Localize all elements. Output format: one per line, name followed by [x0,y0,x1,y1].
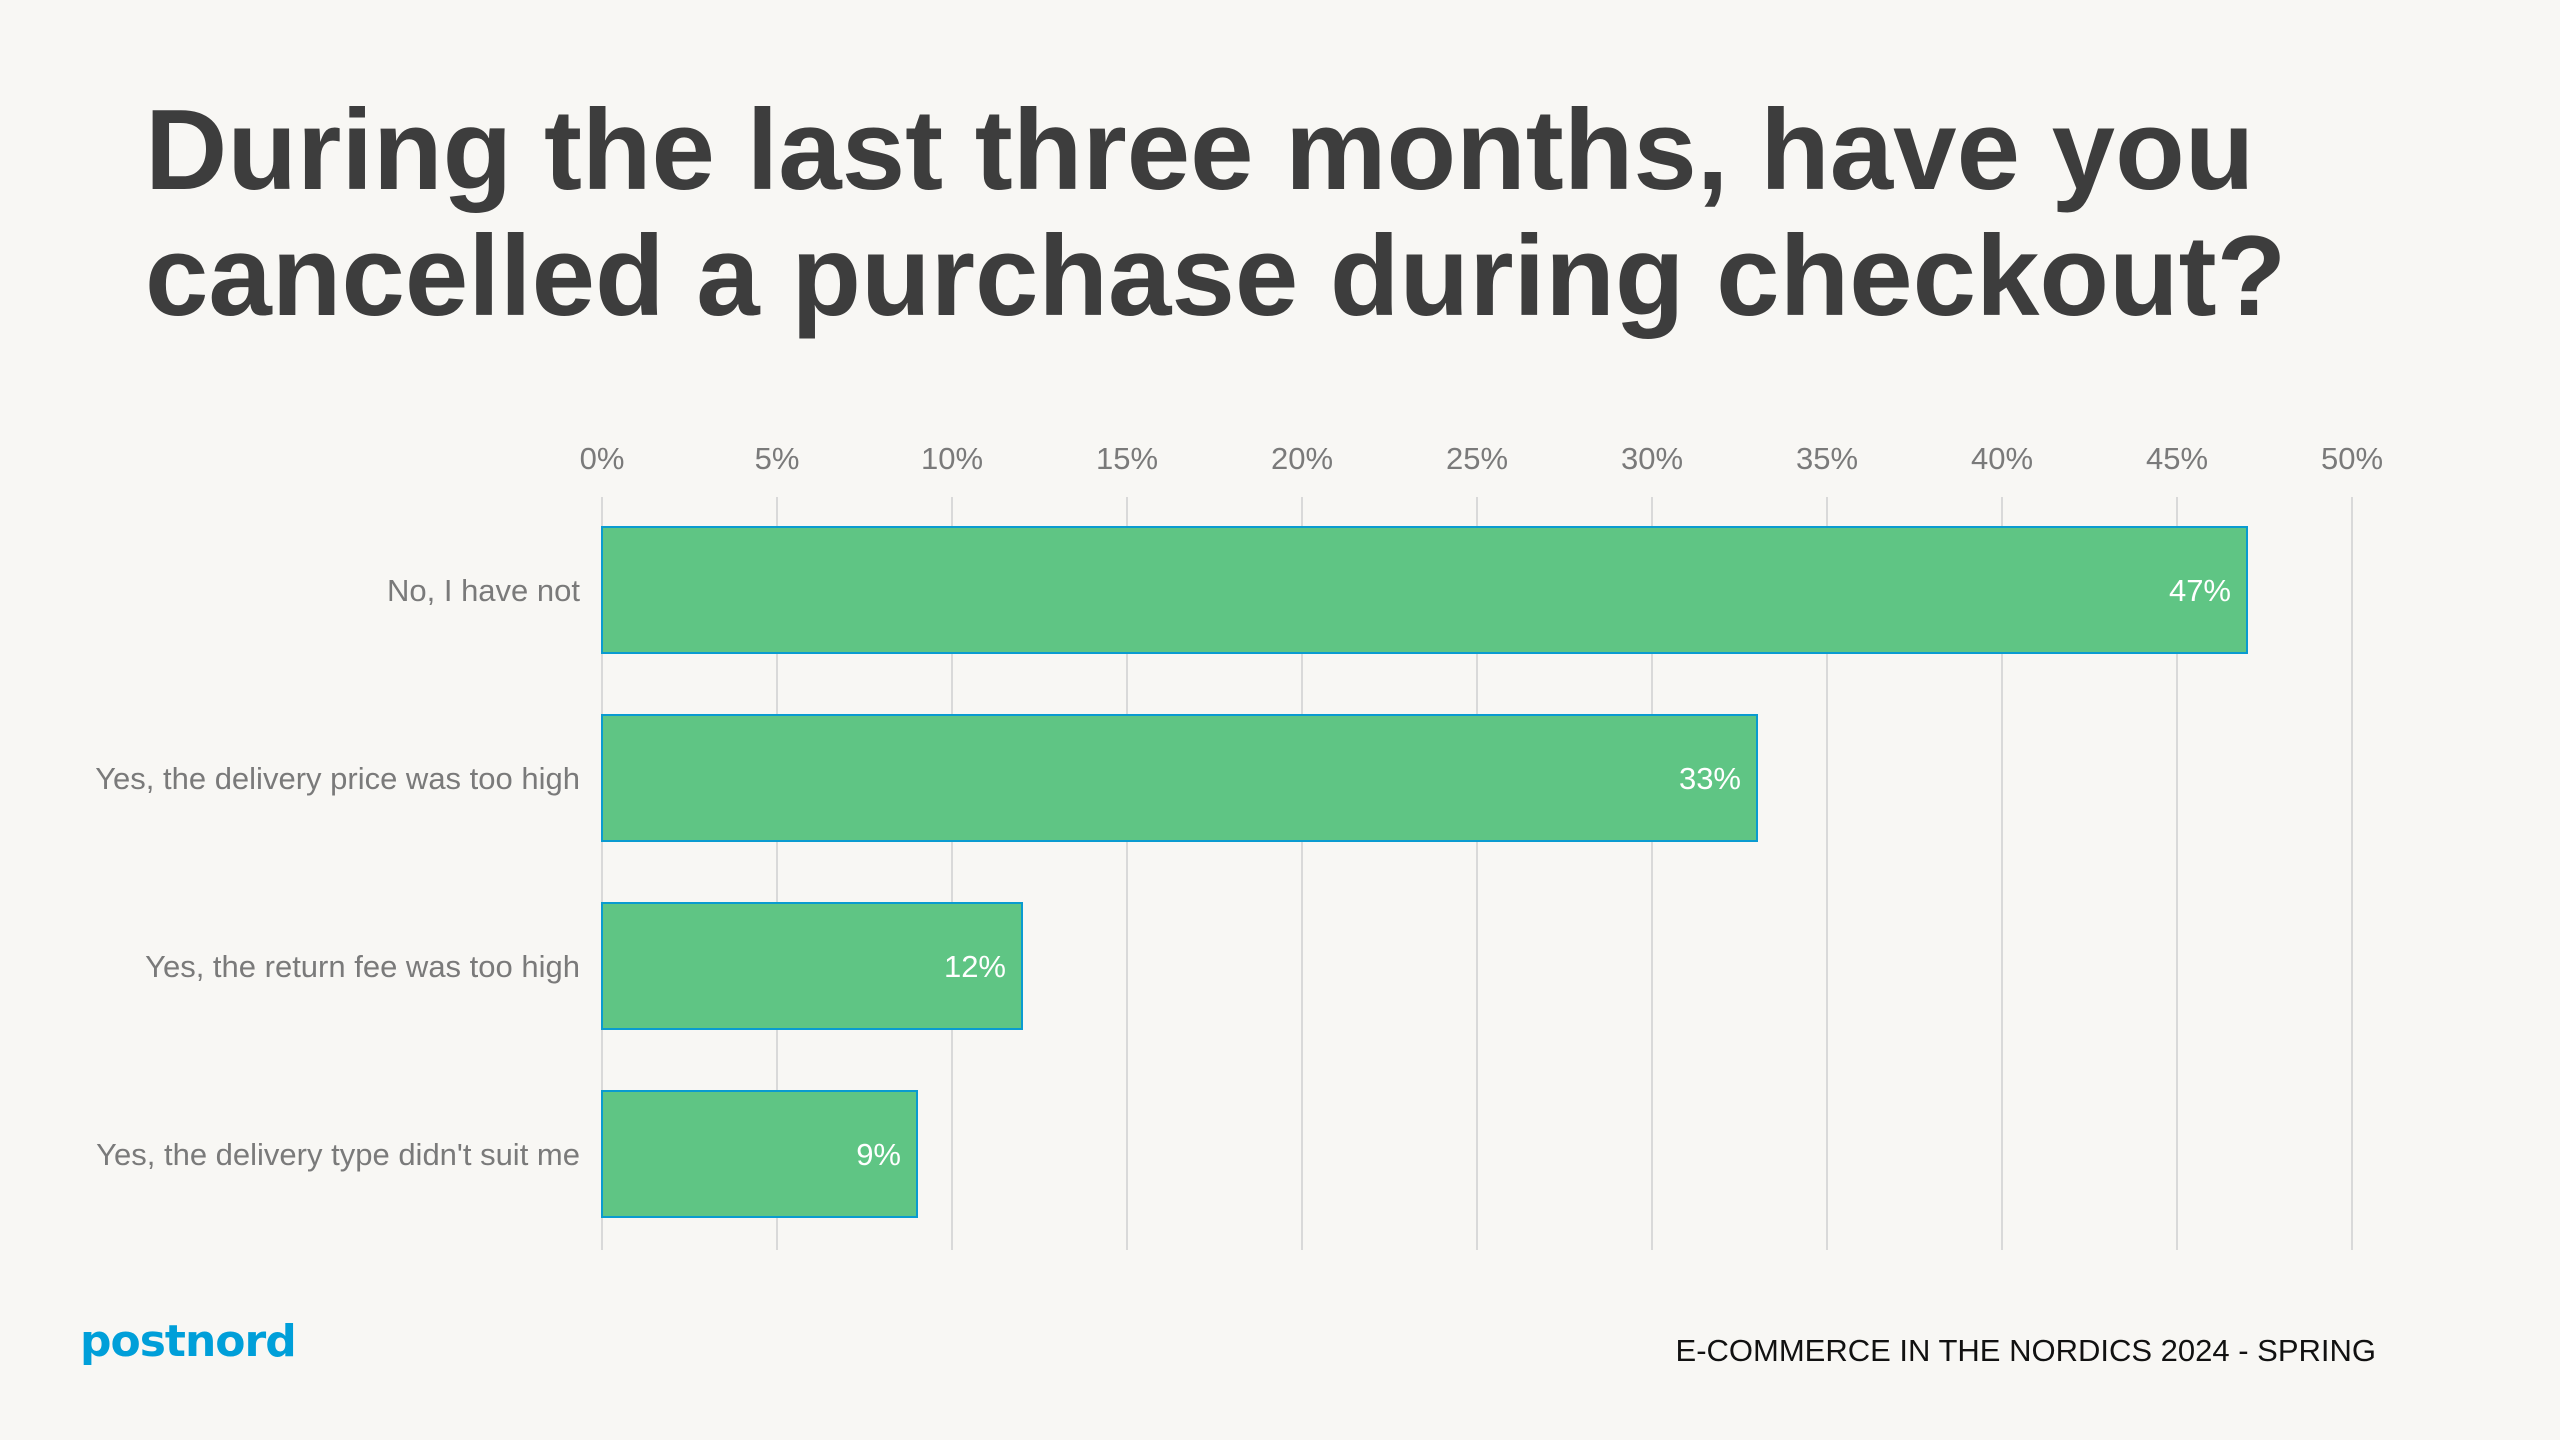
x-tick-label: 50% [2321,441,2383,476]
postnord-logo: postnord [80,1316,297,1367]
data-label: 47% [2169,573,2231,608]
data-label: 33% [1679,761,1741,796]
bar [601,526,2248,654]
x-tick-label: 45% [2146,441,2208,476]
category-label: Yes, the return fee was too high [145,949,580,984]
x-tick-label: 5% [755,441,800,476]
bar [601,714,1758,842]
report-label: E-COMMERCE IN THE NORDICS 2024 - SPRING [1675,1333,2376,1368]
bar [601,1090,918,1218]
chart-title: During the last three months, have you c… [145,87,2287,340]
x-tick-label: 15% [1096,441,1158,476]
category-label: Yes, the delivery price was too high [95,761,580,796]
x-tick-label: 35% [1796,441,1858,476]
bar-chart: 0% 5% 10% 15% 20% 25% 30% 35% 40% 45% 50% No, I hav… [95,441,2383,1250]
category-label: Yes, the delivery type didn't suit me [96,1137,580,1172]
x-tick-label: 40% [1971,441,2033,476]
x-tick-label: 0% [580,441,625,476]
category-label: No, I have not [387,573,580,608]
x-tick-label: 25% [1446,441,1508,476]
x-tick-label: 30% [1621,441,1683,476]
x-tick-label: 10% [921,441,983,476]
x-tick-label: 20% [1271,441,1333,476]
bar [601,902,1023,1030]
data-label: 9% [856,1137,901,1172]
data-label: 12% [944,949,1006,984]
